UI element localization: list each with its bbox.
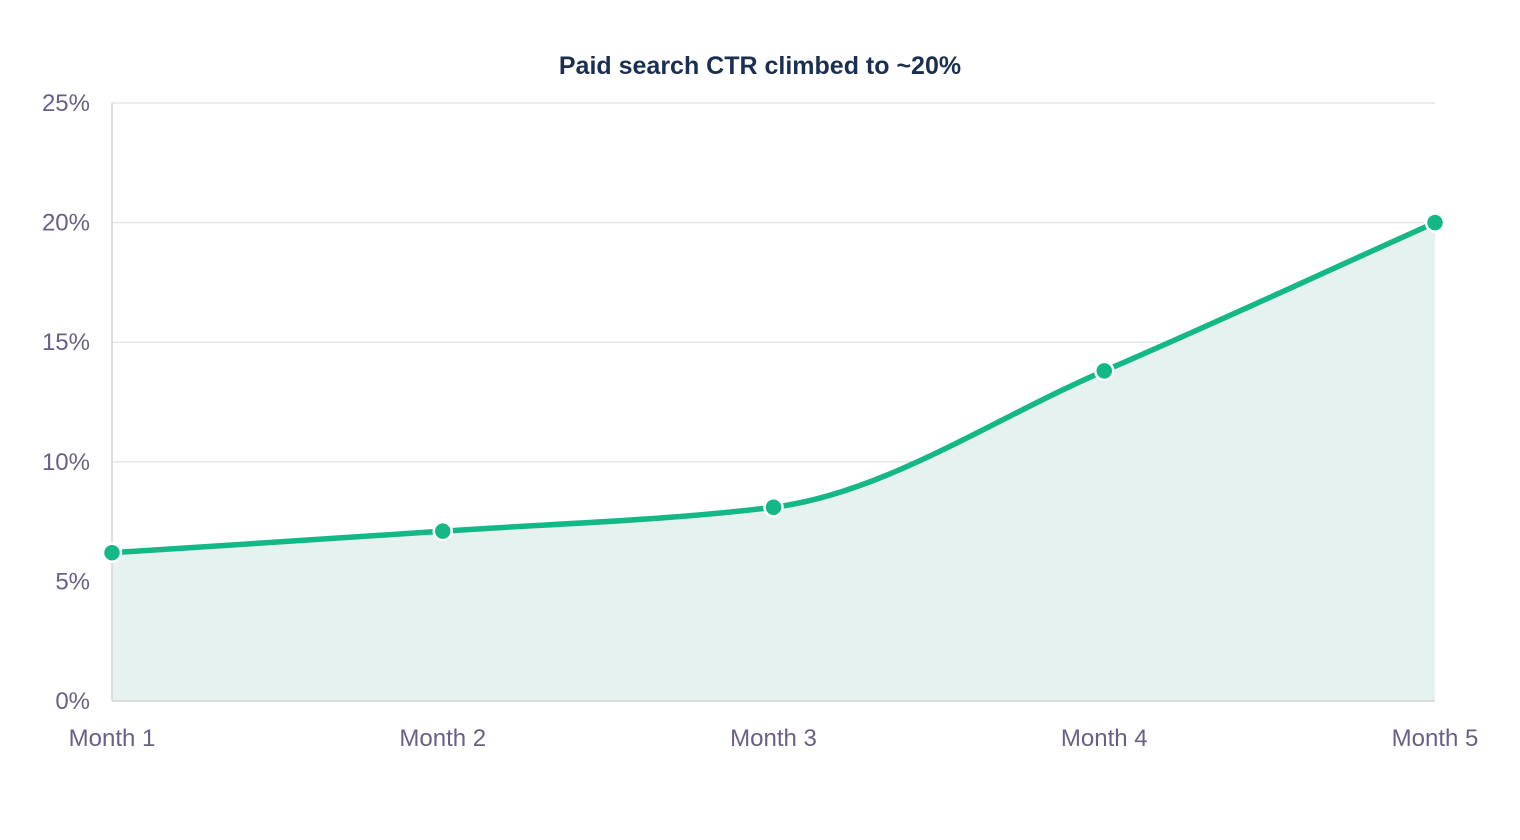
data-points (101, 212, 1446, 563)
data-point[interactable] (1424, 212, 1446, 233)
series-area (112, 222, 1435, 701)
y-tick-label: 20% (42, 210, 90, 237)
axes (111, 103, 1435, 702)
chart-title: Paid search CTR climbed to ~20% (559, 52, 961, 80)
y-tick-label: 10% (42, 449, 90, 476)
area-layer (112, 222, 1435, 701)
data-point[interactable] (1094, 360, 1115, 382)
data-point[interactable] (101, 542, 123, 563)
x-tick-label: Month 5 (1392, 725, 1479, 752)
x-tick-label: Month 1 (69, 725, 156, 752)
y-tick-label: 15% (42, 329, 90, 356)
x-tick-label: Month 4 (1061, 725, 1148, 752)
y-axis-ticks: 0% 5% 10% 15% 20% 25% (42, 90, 90, 715)
data-point[interactable] (763, 496, 784, 518)
y-tick-label: 5% (55, 568, 90, 595)
x-axis-ticks: Month 1 Month 2 Month 3 Month 4 Month 5 (69, 725, 1479, 752)
x-tick-label: Month 3 (730, 725, 817, 752)
data-point[interactable] (432, 520, 453, 542)
y-tick-label: 0% (55, 688, 90, 715)
y-tick-label: 25% (42, 90, 90, 117)
x-tick-label: Month 2 (399, 725, 486, 752)
